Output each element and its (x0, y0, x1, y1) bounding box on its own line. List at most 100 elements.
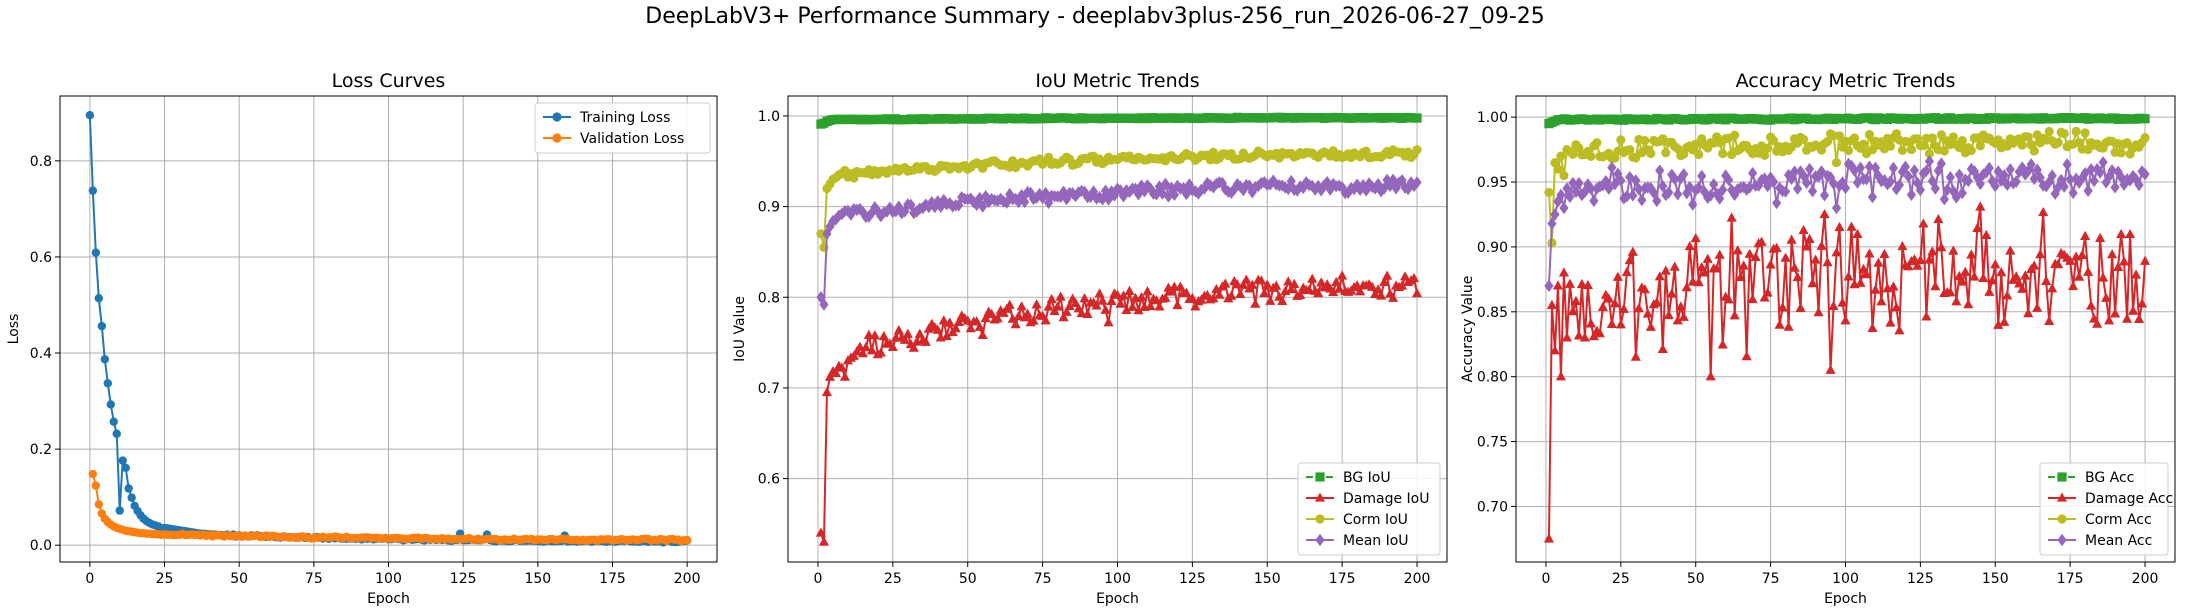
data-point (996, 192, 1006, 206)
data-point (1897, 145, 1908, 155)
data-point (1568, 149, 1578, 159)
data-point (1625, 145, 1635, 155)
x-tick-label: 75 (1762, 571, 1780, 587)
data-point (2116, 228, 2127, 239)
data-point (1993, 319, 2004, 329)
data-point (1235, 180, 1245, 193)
data-point (1697, 169, 1707, 183)
data-point (1172, 299, 1183, 310)
data-point (2020, 270, 2031, 280)
data-point (875, 347, 886, 357)
data-point (1543, 533, 1555, 543)
data-point (1810, 254, 1821, 264)
data-point (1756, 236, 1767, 246)
data-point (2139, 255, 2151, 265)
data-point (2098, 156, 2108, 169)
y-tick-label: 0.70 (1477, 499, 1508, 515)
data-point (2107, 249, 2118, 259)
data-point (1079, 293, 1090, 303)
data-point (1002, 196, 1012, 209)
data-point (2071, 172, 2081, 185)
data-point (1760, 150, 1770, 160)
data-point (1603, 293, 1614, 303)
data-point (1948, 245, 1959, 255)
data-point (1301, 176, 1311, 189)
data-point (1271, 280, 1282, 290)
data-point (1957, 276, 1968, 286)
legend-box (1297, 462, 1441, 556)
data-point (1559, 170, 1569, 181)
data-point (1265, 295, 1276, 305)
data-point (1262, 279, 1273, 289)
data-point (1388, 173, 1398, 187)
data-point (1298, 181, 1308, 195)
legend-box (2039, 462, 2169, 556)
data-point (1355, 286, 1366, 296)
data-point (1289, 278, 1300, 289)
data-point (1583, 178, 1593, 191)
data-point (1906, 188, 1916, 201)
data-point (1864, 160, 1875, 173)
series-damage-iou (815, 270, 1423, 546)
data-point (1286, 174, 1296, 188)
data-point (1748, 166, 1758, 180)
data-point (1588, 330, 1599, 341)
data-point (1852, 228, 1863, 239)
data-point (1966, 162, 1976, 176)
data-point (1652, 194, 1662, 208)
x-tick-label: 175 (2057, 571, 2084, 587)
data-point (2095, 166, 2105, 179)
data-point (1214, 289, 1225, 299)
data-point (1664, 186, 1674, 199)
data-point (933, 195, 943, 208)
data-point (930, 200, 940, 214)
data-point (2136, 298, 2148, 308)
x-axis-label: Epoch (1096, 591, 1139, 607)
data-point (1867, 190, 1878, 204)
data-point (1963, 174, 1973, 188)
data-point (1556, 151, 1566, 161)
data-point (1576, 278, 1587, 289)
data-point (1031, 299, 1042, 309)
data-point (1621, 266, 1632, 277)
data-point (94, 500, 104, 509)
data-point (1082, 308, 1093, 318)
data-point (2083, 184, 2093, 197)
data-point (899, 334, 910, 344)
legend-label: Training Loss (579, 110, 670, 126)
data-point (1634, 183, 1644, 196)
data-point (2011, 271, 2022, 281)
data-point (1005, 188, 1015, 201)
data-point (1315, 533, 1325, 547)
data-point (1771, 242, 1782, 252)
data-point (1724, 173, 1734, 187)
legend-label: Corm IoU (1343, 512, 1408, 528)
data-point (1657, 343, 1668, 353)
data-point (1376, 290, 1387, 300)
data-point (2059, 129, 2069, 139)
data-point (1663, 309, 1674, 320)
legend-label: Damage IoU (1343, 491, 1429, 507)
data-point (2053, 181, 2063, 194)
x-axis-label: Epoch (1824, 591, 1867, 607)
data-point (1052, 301, 1063, 311)
data-point (1759, 292, 1770, 302)
data-point (106, 400, 115, 409)
data-point (1646, 148, 1656, 159)
data-point (1694, 181, 1704, 194)
data-point (965, 323, 976, 333)
data-point (2077, 249, 2088, 260)
data-point (1226, 290, 1237, 300)
data-point (921, 198, 931, 211)
data-point (1936, 242, 1947, 252)
data-point (2133, 313, 2145, 323)
data-point (1670, 172, 1680, 186)
data-point (2110, 308, 2121, 318)
data-point (824, 371, 835, 381)
data-point (91, 248, 101, 257)
y-tick-label: 0.2 (30, 442, 52, 458)
data-point (1208, 293, 1219, 303)
data-point (876, 209, 886, 223)
data-point (1040, 315, 1051, 325)
data-point (1097, 193, 1108, 206)
